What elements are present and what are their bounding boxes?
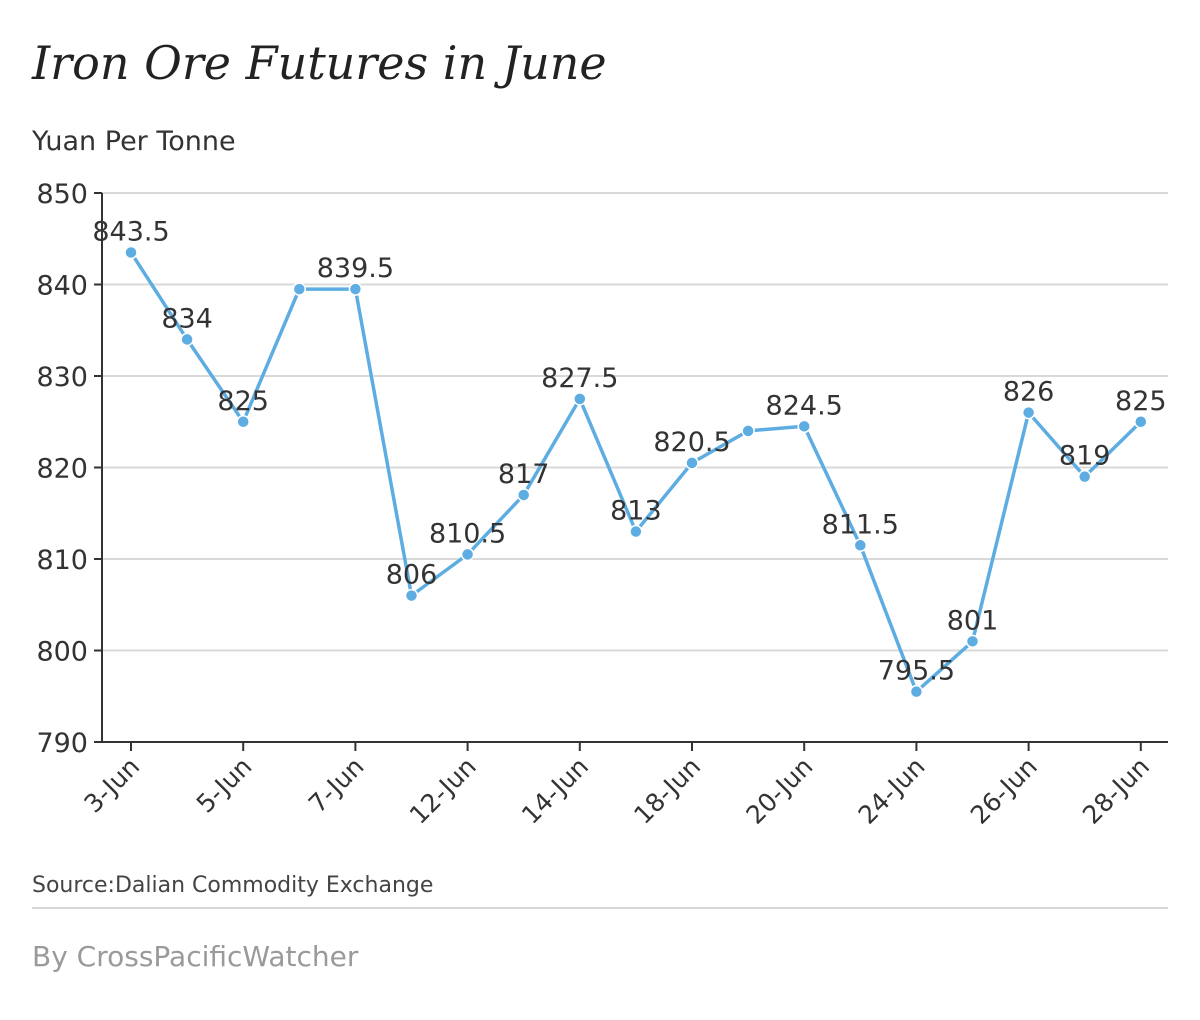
- line-chart: 790 800 810 820 830 840 850 3-Jun 5-Jun 7-Jun 12-…: [36, 179, 1168, 830]
- data-label: 801: [947, 605, 999, 636]
- data-label: 825: [217, 386, 269, 417]
- data-point: [180, 332, 194, 347]
- data-point: [629, 524, 643, 539]
- y-tick-label: 850: [36, 179, 88, 210]
- data-point: [292, 282, 307, 296]
- data-point: [909, 684, 924, 699]
- data-label: 825: [1115, 386, 1167, 417]
- byline: By CrossPacificWatcher: [32, 940, 359, 973]
- x-tick-label: 3-Jun: [78, 752, 145, 819]
- data-label: 817: [498, 459, 550, 490]
- data-label: 810.5: [429, 518, 506, 549]
- data-label: 827.5: [541, 363, 618, 394]
- y-tick-label: 800: [36, 637, 88, 668]
- x-tick-label: 18-Jun: [628, 752, 706, 830]
- footer-divider: [32, 907, 1168, 909]
- data-point: [460, 547, 475, 562]
- data-label: 811.5: [822, 509, 899, 540]
- y-tick-labels: 790 800 810 820 830 840 850: [36, 179, 88, 759]
- data-point: [124, 245, 138, 260]
- data-label: 843.5: [92, 216, 169, 247]
- data-label: 839.5: [317, 253, 394, 284]
- data-label: 813: [610, 496, 662, 527]
- price-series: [124, 245, 1148, 699]
- x-tick-label: 20-Jun: [740, 752, 818, 830]
- data-point: [404, 588, 419, 603]
- data-label: 824.5: [766, 390, 843, 421]
- y-tick-label: 790: [36, 728, 88, 759]
- data-labels: 843.5 834 825 839.5 806 810.5 817 827.5 813 820.5…: [92, 216, 1166, 686]
- axes: [94, 192, 1168, 751]
- data-point: [236, 415, 250, 429]
- grid-lines: [102, 192, 1168, 652]
- data-point: [853, 538, 868, 553]
- data-label: 826: [1003, 377, 1055, 408]
- data-point: [741, 424, 755, 438]
- data-label: 820.5: [653, 427, 730, 458]
- y-tick-label: 810: [36, 545, 88, 576]
- data-point: [1021, 405, 1036, 420]
- data-point: [797, 419, 811, 434]
- y-tick-label: 820: [36, 454, 88, 485]
- data-point: [573, 392, 587, 406]
- data-point: [516, 488, 531, 502]
- x-tick-label: 26-Jun: [965, 752, 1043, 830]
- data-label: 795.5: [878, 656, 955, 687]
- data-label: 819: [1059, 441, 1111, 472]
- x-tick-label: 5-Jun: [191, 752, 258, 819]
- source-note: Source:Dalian Commodity Exchange: [32, 873, 434, 898]
- y-tick-label: 830: [36, 362, 88, 393]
- y-tick-label: 840: [36, 271, 88, 302]
- x-tick-label: 28-Jun: [1077, 752, 1155, 830]
- data-point: [965, 634, 980, 649]
- data-point: [1134, 415, 1148, 429]
- y-axis-unit-label: Yuan Per Tonne: [32, 126, 236, 157]
- data-point: [685, 456, 699, 470]
- x-tick-label: 12-Jun: [404, 752, 482, 830]
- x-tick-label: 14-Jun: [516, 752, 594, 830]
- x-tick-label: 7-Jun: [303, 752, 370, 819]
- data-label: 834: [161, 303, 213, 334]
- data-point: [1077, 469, 1092, 484]
- data-point: [348, 282, 363, 296]
- data-label: 806: [386, 560, 438, 591]
- x-tick-labels: 3-Jun 5-Jun 7-Jun 12-Jun 14-Jun 18-Jun 20-Jun 2…: [78, 752, 1155, 830]
- x-tick-label: 24-Jun: [853, 752, 931, 830]
- chart-title: Iron Ore Futures in June: [32, 36, 607, 90]
